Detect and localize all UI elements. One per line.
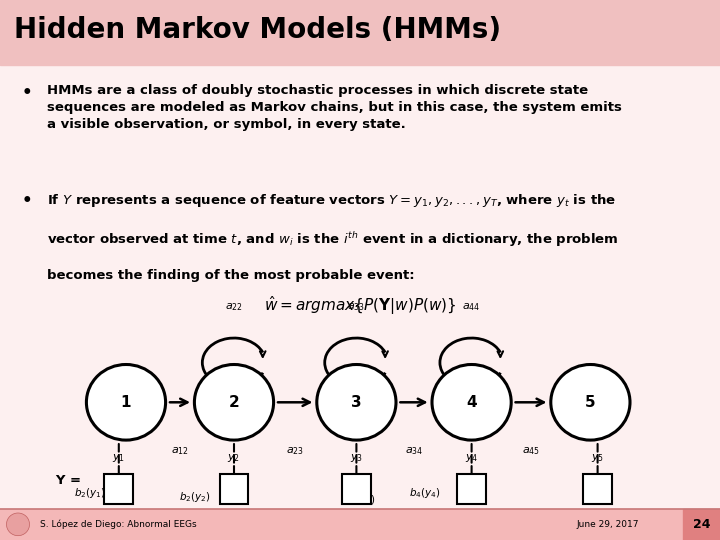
Text: $a_{12}$: $a_{12}$ (171, 446, 189, 457)
Text: $b_4(y_4)$: $b_4(y_4)$ (409, 486, 441, 500)
Text: 3: 3 (351, 395, 361, 410)
Text: becomes the finding of the most probable event:: becomes the finding of the most probable… (47, 269, 415, 282)
Text: $a_{23}$: $a_{23}$ (286, 446, 305, 457)
Bar (104, 474, 133, 504)
Bar (583, 474, 612, 504)
Text: $\mathbf{Y}$ =: $\mathbf{Y}$ = (55, 474, 81, 487)
Text: 1: 1 (121, 395, 131, 410)
Ellipse shape (317, 364, 396, 440)
Text: $b_2(y_2)$: $b_2(y_2)$ (179, 490, 210, 504)
Text: $a_{34}$: $a_{34}$ (405, 446, 423, 457)
Ellipse shape (6, 513, 30, 536)
Text: $b_4(y_5)$: $b_4(y_5)$ (582, 493, 613, 507)
Bar (683, 509, 720, 540)
Text: $y_5$: $y_5$ (591, 453, 604, 464)
Text: 5: 5 (585, 395, 595, 410)
Text: Hidden Markov Models (HMMs): Hidden Markov Models (HMMs) (14, 16, 502, 44)
Bar (457, 474, 486, 504)
Text: $b_2(y_1)$: $b_2(y_1)$ (74, 486, 106, 500)
Text: 2: 2 (229, 395, 239, 410)
Bar (0, 0, 720, 65)
Text: •: • (22, 192, 32, 210)
Text: $y_3$: $y_3$ (350, 453, 363, 464)
Text: S. López de Diego: Abnormal EEGs: S. López de Diego: Abnormal EEGs (40, 519, 197, 529)
Text: $a_{45}$: $a_{45}$ (522, 446, 540, 457)
Text: vector observed at time $t$, and $w_i$ is the $i^{th}$ event in a dictionary, th: vector observed at time $t$, and $w_i$ i… (47, 231, 618, 249)
Ellipse shape (551, 364, 630, 440)
Text: $a_{33}$: $a_{33}$ (347, 302, 366, 313)
Text: $\hat{w} = argmax\{P(\mathbf{Y}|w)P(w)\}$: $\hat{w} = argmax\{P(\mathbf{Y}|w)P(w)\}… (264, 294, 456, 317)
Bar (0, 509, 720, 540)
Text: June 29, 2017: June 29, 2017 (576, 520, 639, 529)
Text: $y_4$: $y_4$ (465, 453, 478, 464)
Text: $a_{22}$: $a_{22}$ (225, 302, 243, 313)
Ellipse shape (194, 364, 274, 440)
Ellipse shape (432, 364, 511, 440)
Text: $y_1$: $y_1$ (112, 453, 125, 464)
Bar (342, 474, 371, 504)
Text: •: • (22, 84, 32, 102)
Text: $a_{44}$: $a_{44}$ (462, 302, 481, 313)
Bar (220, 474, 248, 504)
Text: 4: 4 (467, 395, 477, 410)
Text: HMMs are a class of doubly stochastic processes in which discrete state
sequence: HMMs are a class of doubly stochastic pr… (47, 84, 621, 131)
Text: If $Y$ represents a sequence of feature vectors $Y = y_1, y_2, ..., y_T$, where : If $Y$ represents a sequence of feature … (47, 192, 616, 208)
Text: $b_3(y_3)$: $b_3(y_3)$ (344, 493, 376, 507)
Ellipse shape (86, 364, 166, 440)
Text: 24: 24 (693, 518, 710, 531)
Text: $y_2$: $y_2$ (228, 453, 240, 464)
